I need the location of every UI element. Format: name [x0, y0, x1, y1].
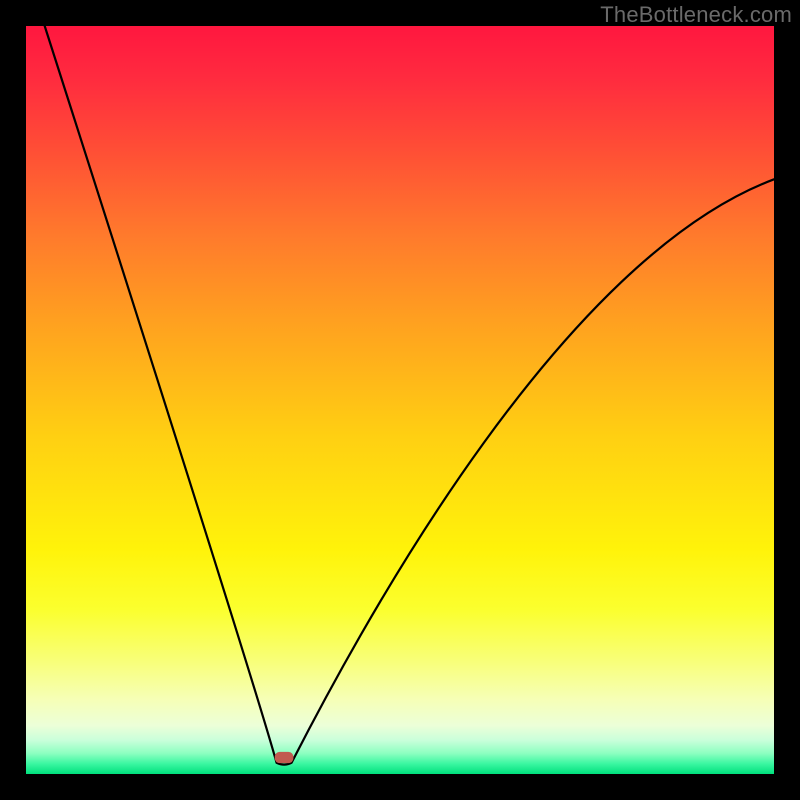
chart-stage: TheBottleneck.com [0, 0, 800, 800]
watermark-text: TheBottleneck.com [600, 2, 792, 28]
plot-background [26, 26, 774, 774]
chart-svg [0, 0, 800, 800]
minimum-marker [275, 752, 294, 763]
